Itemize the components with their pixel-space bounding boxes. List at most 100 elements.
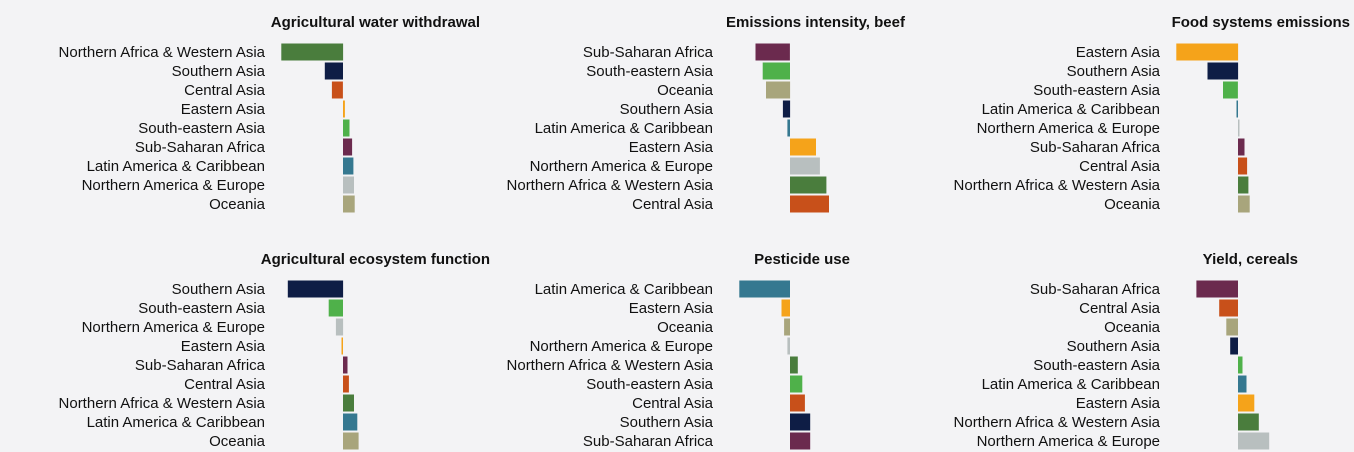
category-label: South-eastern Asia [1033,357,1160,374]
category-label: Oceania [209,433,266,450]
category-label: Northern Africa & Western Asia [507,177,714,194]
bar [790,138,816,156]
category-label: Central Asia [184,82,266,99]
bar [790,157,820,175]
category-label: Northern America & Europe [530,338,713,355]
bar [1196,280,1238,298]
category-label: Northern America & Europe [82,319,265,336]
bar [343,394,354,412]
category-label: Central Asia [1079,300,1161,317]
category-label: Latin America & Caribbean [535,120,713,137]
bar [784,318,790,336]
chart-title: Agricultural ecosystem function [261,251,490,268]
category-label: Northern Africa & Western Asia [954,414,1161,431]
bar [343,176,354,194]
bar [324,62,343,80]
bar [1207,62,1239,80]
bar [281,43,344,61]
bar [766,81,791,99]
bar [343,138,353,156]
category-label: Central Asia [632,395,714,412]
category-label: Sub-Saharan Africa [583,433,714,450]
category-label: Northern Africa & Western Asia [954,177,1161,194]
bar [287,280,344,298]
chart-panel: Agricultural water withdrawal Northern Af… [59,14,480,213]
bar [343,195,355,213]
category-label: Central Asia [632,196,714,213]
chart-title: Pesticide use [754,251,850,268]
bar [790,432,811,450]
category-label: Oceania [1104,319,1161,336]
bar [1238,119,1240,137]
bar [1238,432,1270,450]
category-label: Oceania [657,82,714,99]
bar [335,318,344,336]
bar [1238,176,1249,194]
bar [1238,195,1250,213]
bar [790,176,827,194]
bar [1219,299,1238,317]
bar [782,100,791,118]
bar [343,432,359,450]
category-label: Northern America & Europe [530,158,713,175]
category-label: Sub-Saharan Africa [135,357,266,374]
category-label: Southern Asia [172,63,266,80]
bar [781,299,790,317]
category-label: South-eastern Asia [1033,82,1160,99]
category-label: Eastern Asia [629,300,714,317]
category-label: Northern Africa & Western Asia [59,44,266,61]
bar [328,299,343,317]
category-label: Oceania [1104,196,1161,213]
chart-panel: Pesticide use Latin America & Caribbean Ea… [507,251,850,450]
category-label: Latin America & Caribbean [87,414,265,431]
chart-panel: Food systems emissions Eastern Asia Southe… [954,14,1350,213]
category-label: Oceania [657,319,714,336]
category-label: Latin America & Caribbean [982,376,1160,393]
category-label: Eastern Asia [181,338,266,355]
bar [341,337,343,355]
chart-title: Emissions intensity, beef [726,14,906,31]
category-label: Eastern Asia [1076,44,1161,61]
chart-panel: Emissions intensity, beef Sub-Saharan Afr… [507,14,906,213]
bar [343,413,358,431]
chart-panel: Agricultural ecosystem function Southern … [59,251,490,450]
bar [1238,157,1248,175]
bar [1238,394,1255,412]
chart-panel: Yield, cereals Sub-Saharan Africa Central … [954,251,1298,450]
category-label: Sub-Saharan Africa [1030,139,1161,156]
bar [790,413,811,431]
bar [343,119,350,137]
bar [790,195,829,213]
category-label: Southern Asia [1067,338,1161,355]
category-label: Eastern Asia [181,101,266,118]
bar [1238,375,1247,393]
bar [343,157,354,175]
bar [343,356,348,374]
bar [755,43,790,61]
bar [343,375,349,393]
category-label: Eastern Asia [1076,395,1161,412]
category-label: Sub-Saharan Africa [135,139,266,156]
category-label: South-eastern Asia [586,63,713,80]
bar [787,337,790,355]
bar [762,62,790,80]
category-label: Latin America & Caribbean [535,281,713,298]
bar [331,81,343,99]
bar [1223,81,1238,99]
bar [1238,413,1259,431]
category-label: South-eastern Asia [138,120,265,137]
chart-title: Yield, cereals [1203,251,1298,268]
category-label: Northern America & Europe [977,120,1160,137]
category-label: Southern Asia [620,101,714,118]
bar [790,356,798,374]
category-label: Sub-Saharan Africa [1030,281,1161,298]
category-label: Northern America & Europe [977,433,1160,450]
bar [1176,43,1239,61]
category-label: Latin America & Caribbean [982,101,1160,118]
category-label: South-eastern Asia [138,300,265,317]
category-label: Northern Africa & Western Asia [507,357,714,374]
category-label: Oceania [209,196,266,213]
bar [790,375,803,393]
bar [1230,337,1238,355]
